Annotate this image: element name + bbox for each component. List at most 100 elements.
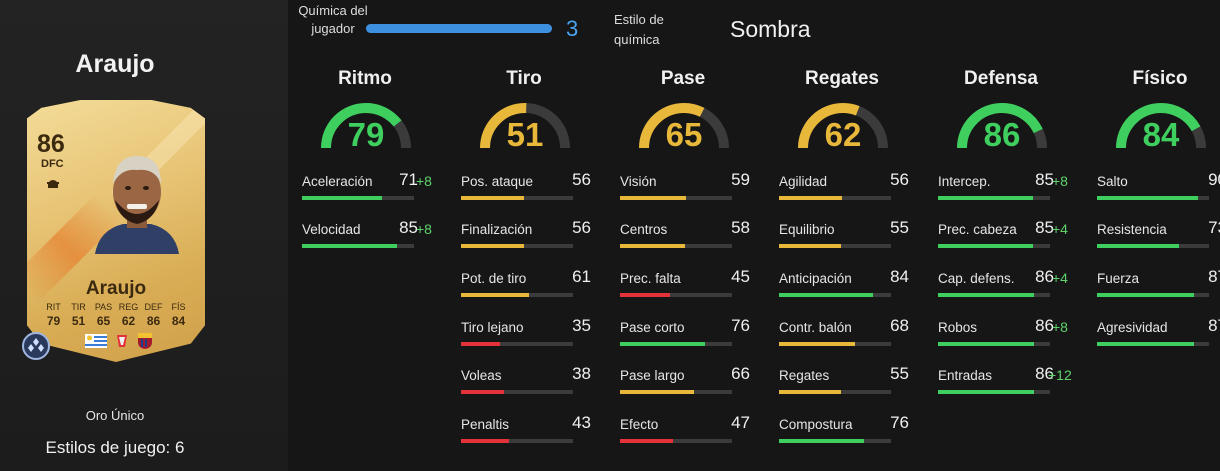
- attribute-row[interactable]: Prec. cabeza 85 +4: [938, 218, 1070, 262]
- attribute-bar: [938, 390, 1050, 394]
- attribute-row[interactable]: Equilibrio 55: [779, 218, 911, 262]
- attribute-row[interactable]: Agresividad 87: [1097, 316, 1220, 360]
- category-title: Tiro: [506, 68, 542, 89]
- attribute-label: Pase corto: [620, 320, 685, 335]
- attribute-row[interactable]: Resistencia 73: [1097, 218, 1220, 262]
- attribute-label: Fuerza: [1097, 271, 1140, 286]
- attribute-row[interactable]: Prec. falta 45: [620, 267, 752, 311]
- attribute-row[interactable]: Voleas 38: [461, 364, 593, 408]
- category-rating: 65: [665, 116, 703, 153]
- attribute-bar: [620, 439, 732, 443]
- attribute-bar-fill: [620, 293, 671, 297]
- attribute-value: 87: [1208, 267, 1220, 286]
- category-rating: 62: [824, 116, 862, 153]
- attribute-row[interactable]: Agilidad 56: [779, 170, 911, 214]
- attribute-bar-fill: [620, 244, 685, 248]
- chemistry-value: 3: [566, 16, 579, 41]
- category-gauge: [957, 103, 1047, 149]
- attribute-label: Contr. balón: [779, 320, 852, 335]
- category-rating: 86: [983, 116, 1021, 153]
- attribute-bar-fill: [302, 196, 382, 200]
- attribute-row[interactable]: Contr. balón 68: [779, 316, 911, 360]
- attribute-label: Pos. ataque: [461, 174, 534, 189]
- attribute-bar: [779, 342, 891, 346]
- attribute-row[interactable]: Pase corto 76: [620, 316, 752, 360]
- attribute-row[interactable]: Pos. ataque 56: [461, 170, 593, 214]
- attribute-row[interactable]: Visión 59: [620, 170, 752, 214]
- league-logo-icon: [117, 335, 127, 347]
- attribute-row[interactable]: Entradas 86 +12: [938, 364, 1072, 408]
- attribute-bar: [302, 244, 414, 248]
- attribute-row[interactable]: Centros 58: [620, 218, 752, 262]
- category-title: Defensa: [964, 68, 1038, 89]
- attribute-bar: [461, 439, 573, 443]
- attribute-label: Prec. cabeza: [938, 222, 1017, 237]
- attribute-row[interactable]: Compostura 76: [779, 413, 911, 457]
- attribute-bar-fill: [620, 196, 687, 200]
- attribute-value: 35: [572, 316, 591, 335]
- attribute-value: 38: [572, 364, 591, 383]
- attribute-bar: [461, 293, 573, 297]
- attribute-row[interactable]: Pase largo 66: [620, 364, 752, 408]
- attribute-value: 55: [890, 218, 909, 237]
- attribute-row[interactable]: Fuerza 87: [1097, 267, 1220, 311]
- card-position: DFC: [41, 158, 64, 170]
- attribute-label: Velocidad: [302, 222, 361, 237]
- attribute-row[interactable]: Intercep. 85 +8: [938, 170, 1070, 214]
- attribute-bar: [620, 293, 732, 297]
- attribute-label: Regates: [779, 368, 830, 383]
- playstyle-badge-icon[interactable]: [22, 332, 50, 360]
- attribute-bar: [461, 342, 573, 346]
- attribute-boost: +8: [1052, 173, 1068, 189]
- attribute-value: 84: [890, 267, 909, 286]
- attribute-value: 90: [1208, 170, 1220, 189]
- attribute-label: Centros: [620, 222, 668, 237]
- attribute-label: Finalización: [461, 222, 533, 237]
- attribute-bar-fill: [302, 244, 398, 248]
- card-rating: 86: [37, 130, 65, 158]
- attribute-value: 71: [399, 170, 418, 189]
- attribute-row[interactable]: Tiro lejano 35: [461, 316, 593, 360]
- playstyles-count[interactable]: Estilos de juego: 6: [45, 438, 185, 457]
- attribute-label: Robos: [938, 320, 978, 335]
- attribute-row[interactable]: Salto 90: [1097, 170, 1220, 214]
- card-badges: [79, 332, 159, 350]
- category-gauge: [1116, 103, 1206, 149]
- attribute-value: 86: [1035, 364, 1054, 383]
- player-card[interactable]: 86 DFC Araujo RIT 79 TIR 51 PAS 65 REG 62 DE…: [27, 100, 205, 362]
- attribute-bar: [779, 293, 891, 297]
- attribute-label: Pase largo: [620, 368, 685, 383]
- attribute-label: Resistencia: [1097, 222, 1167, 237]
- attribute-bar: [779, 196, 891, 200]
- attribute-value: 68: [890, 316, 909, 335]
- attribute-row[interactable]: Penaltis 43: [461, 413, 593, 457]
- category-gauge: [321, 103, 411, 149]
- attribute-row[interactable]: Pot. de tiro 61: [461, 267, 593, 311]
- attribute-label: Equilibrio: [779, 222, 835, 237]
- attribute-bar-fill: [779, 293, 874, 297]
- attribute-row[interactable]: Regates 55: [779, 364, 911, 408]
- attribute-row[interactable]: Aceleración 71 +8: [302, 170, 434, 214]
- attribute-value: 76: [890, 413, 909, 432]
- attribute-row[interactable]: Robos 86 +8: [938, 316, 1070, 360]
- chem-style-value[interactable]: Sombra: [730, 16, 811, 42]
- attribute-bar-fill: [461, 293, 530, 297]
- attribute-boost: +4: [1052, 221, 1068, 237]
- attribute-row[interactable]: Cap. defens. 86 +4: [938, 267, 1070, 311]
- attribute-row[interactable]: Finalización 56: [461, 218, 593, 262]
- attribute-row[interactable]: Velocidad 85 +8: [302, 218, 434, 262]
- attribute-bar-fill: [938, 293, 1035, 297]
- attribute-value: 73: [1208, 218, 1220, 237]
- card-stat: RIT 79: [46, 302, 61, 328]
- attribute-row[interactable]: Anticipación 84: [779, 267, 911, 311]
- category-gauge: [798, 103, 888, 149]
- attribute-value: 47: [731, 413, 750, 432]
- attribute-bar: [461, 244, 573, 248]
- attribute-bar-fill: [461, 342, 501, 346]
- roleplus-icon: [47, 180, 59, 188]
- chemistry-bar-fill: [366, 24, 552, 33]
- card-stats: RIT 79 TIR 51 PAS 65 REG 62 DEF 86 FÍS 84: [41, 302, 191, 328]
- attribute-row[interactable]: Efecto 47: [620, 413, 752, 457]
- attribute-bar: [620, 244, 732, 248]
- chem-style-label: Estilo de química: [614, 12, 664, 47]
